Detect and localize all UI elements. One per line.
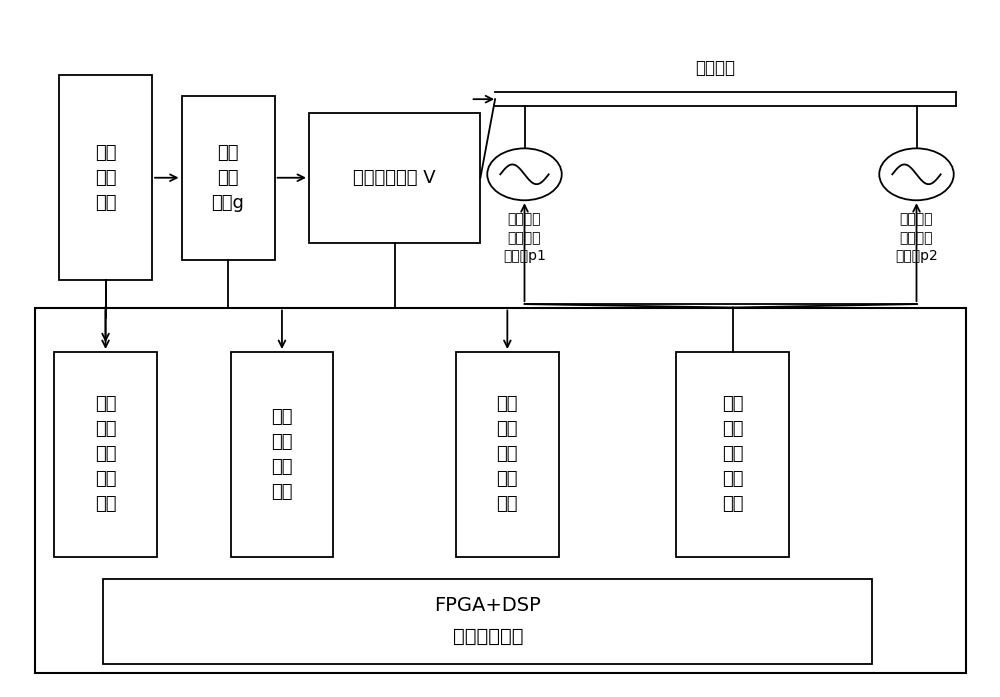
Text: 下料
称重
检测
单元: 下料 称重 检测 单元 — [271, 408, 293, 501]
Text: 煤粉
喷吹
流速
控制
单元: 煤粉 喷吹 流速 控制 单元 — [497, 395, 518, 514]
Text: 下料
称重
单元g: 下料 称重 单元g — [212, 144, 244, 212]
Text: 输煤管道: 输煤管道 — [696, 59, 736, 77]
Bar — [103, 579, 872, 664]
Text: 喷煤管道
出口压力
传感器p2: 喷煤管道 出口压力 传感器p2 — [895, 213, 938, 263]
Bar — [309, 113, 480, 243]
Bar — [182, 95, 275, 260]
Bar — [456, 352, 559, 557]
Text: 喷煤管道
入口压力
传感器p1: 喷煤管道 入口压力 传感器p1 — [503, 213, 546, 263]
Text: 磨煤
下料
出口
控制
单元: 磨煤 下料 出口 控制 单元 — [95, 395, 116, 514]
Text: 喷吹物料流速 V: 喷吹物料流速 V — [353, 169, 436, 187]
Bar — [230, 352, 333, 557]
Text: FPGA+DSP
中央处理单元: FPGA+DSP 中央处理单元 — [434, 597, 541, 646]
Bar — [34, 307, 966, 673]
Text: 磨煤
机下
料口: 磨煤 机下 料口 — [95, 144, 116, 212]
Bar — [54, 352, 157, 557]
Bar — [59, 75, 152, 280]
Text: 输煤
管道
数据
采集
单元: 输煤 管道 数据 采集 单元 — [722, 395, 744, 514]
Bar — [676, 352, 789, 557]
